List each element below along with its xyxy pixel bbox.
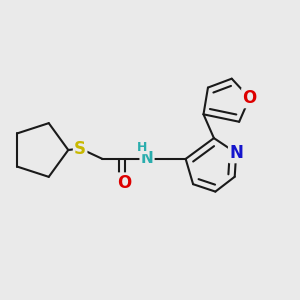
Text: O: O bbox=[242, 89, 257, 107]
Text: O: O bbox=[118, 174, 132, 192]
Text: S: S bbox=[74, 140, 86, 158]
Text: H: H bbox=[136, 140, 147, 154]
Text: N: N bbox=[141, 152, 153, 166]
Text: N: N bbox=[229, 144, 243, 162]
